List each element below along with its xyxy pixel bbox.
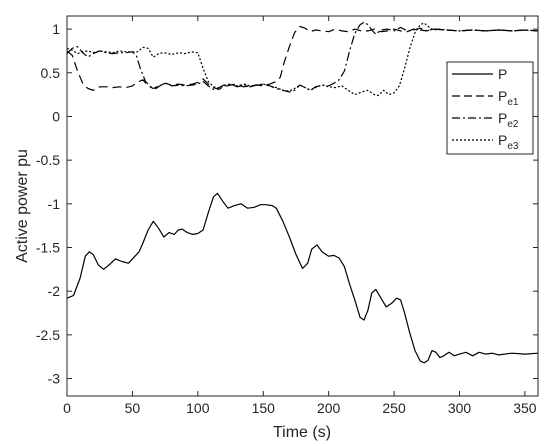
y-tick-label: -0.5 [36, 152, 60, 168]
x-tick-label: 100 [186, 400, 210, 416]
series-line-pe3 [66, 22, 539, 97]
x-tick-label: 300 [448, 400, 472, 416]
x-tick-label: 50 [125, 400, 141, 416]
legend-box [446, 61, 534, 155]
axes-box [66, 15, 539, 397]
y-tick-label: -1.5 [36, 239, 60, 255]
y-tick-label: 0 [52, 108, 60, 124]
series-layer [66, 21, 539, 364]
x-tick-label: 200 [317, 400, 341, 416]
x-tick-label: 350 [513, 400, 537, 416]
legend-label-p: P [498, 66, 507, 82]
x-axis-label: Time (s) [273, 424, 331, 441]
y-tick-label: -3 [48, 371, 61, 387]
y-tick-label: 1 [52, 21, 60, 37]
y-axis-ticks: 1 0.5 0 -0.5 -1 -1.5 -2 -2.5 -3 [36, 21, 538, 387]
x-axis-ticks: 0 50 100 150 200 250 300 350 [63, 16, 537, 416]
x-tick-label: 250 [382, 400, 406, 416]
y-tick-label: -1 [48, 196, 61, 212]
y-axis-label: Active power pu [14, 149, 31, 263]
x-tick-label: 150 [252, 400, 276, 416]
x-tick-label: 0 [63, 400, 71, 416]
series-line-p [66, 192, 539, 364]
y-tick-label: -2.5 [36, 327, 60, 343]
y-tick-label: -2 [48, 283, 61, 299]
y-tick-label: 0.5 [41, 65, 61, 81]
legend: P Pe1 Pe2 Pe3 [446, 61, 534, 155]
